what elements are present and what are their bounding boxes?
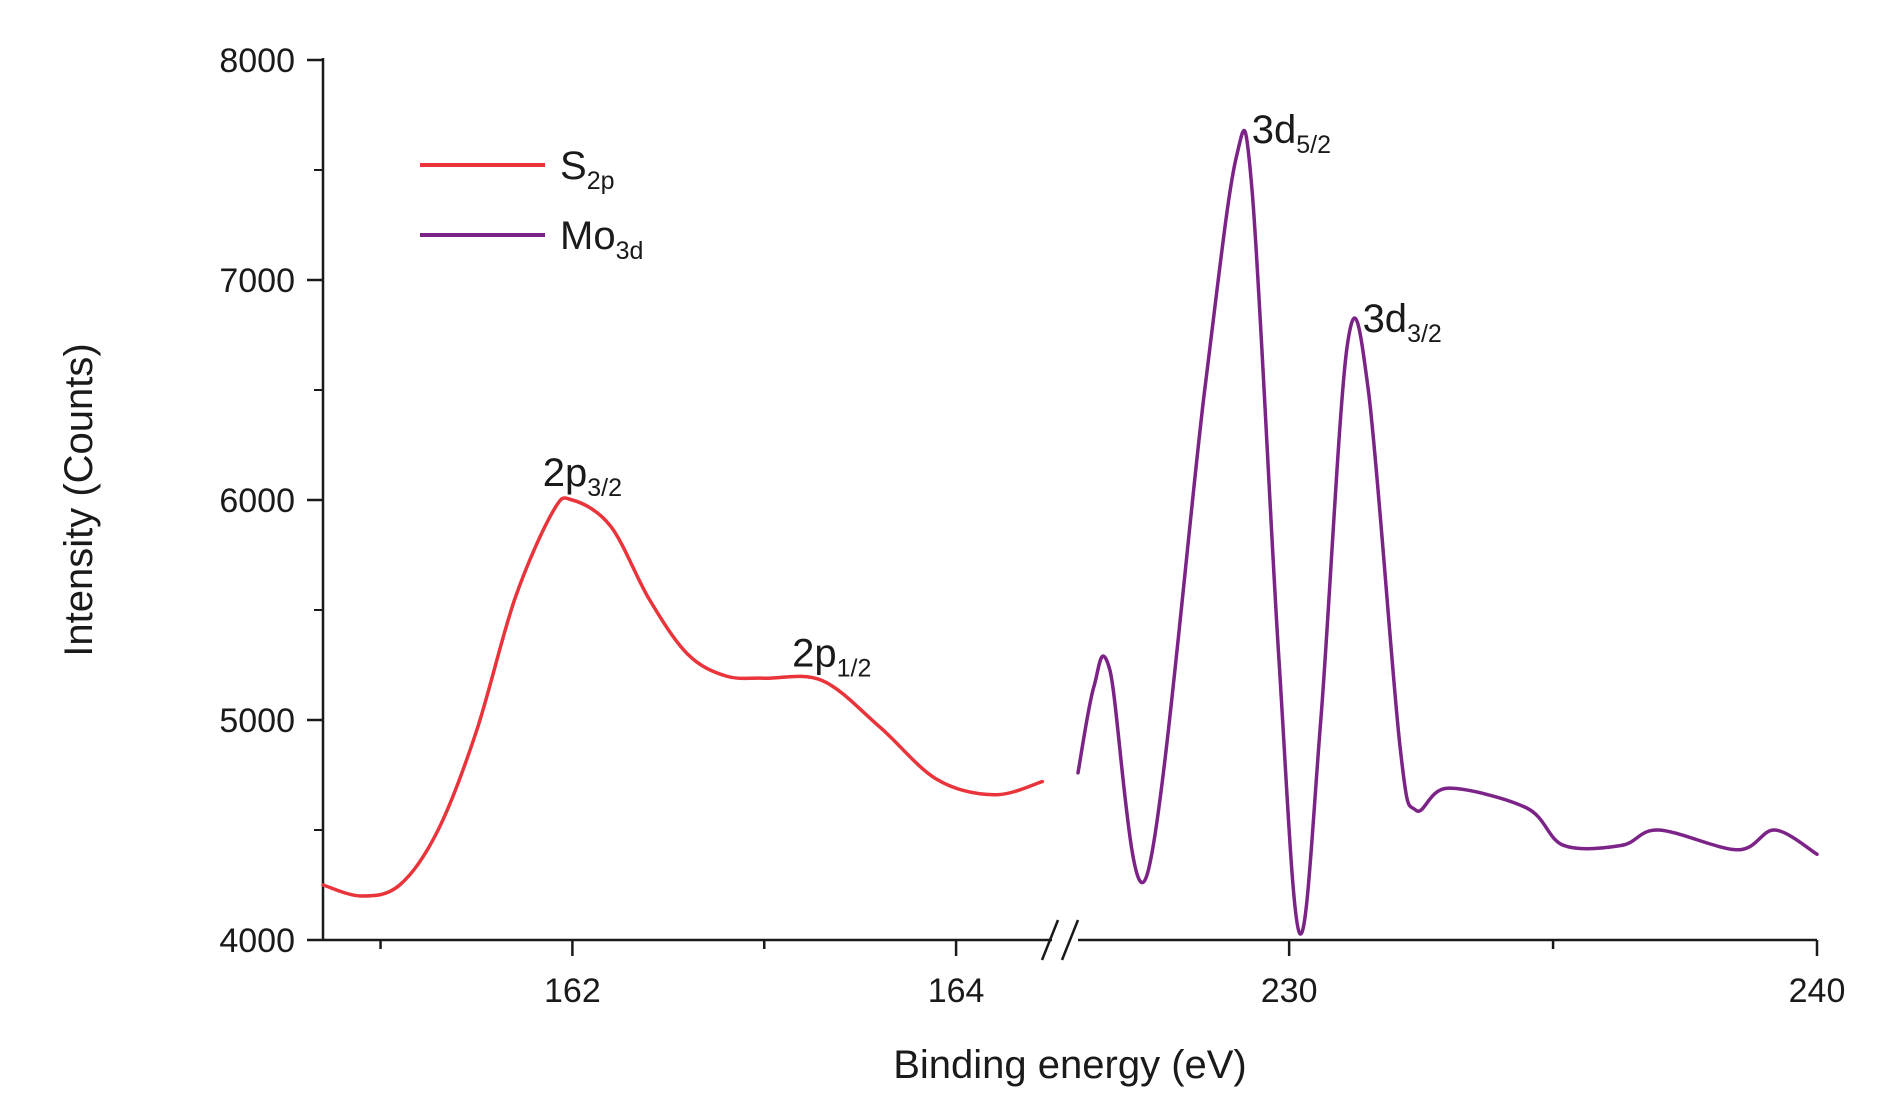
peak-label: 2p1/2 xyxy=(792,631,871,682)
peak-label: 2p3/2 xyxy=(543,451,622,502)
x-tick-label: 240 xyxy=(1789,972,1846,1010)
y-tick-label: 6000 xyxy=(219,482,295,520)
x-axis-title: Binding energy (eV) xyxy=(893,1043,1247,1087)
y-axis-title: Intensity (Counts) xyxy=(57,343,101,656)
axis-break-mark xyxy=(1040,919,1060,961)
axis-break-mark xyxy=(1060,919,1080,961)
legend-label: S2p xyxy=(560,144,615,195)
axes-group xyxy=(321,58,1817,961)
legend: S2p Mo3d xyxy=(420,144,643,265)
ticks-group: 4000 5000 6000 7000 8000 162 164 230 240 xyxy=(219,42,1845,1010)
x-tick-label: 164 xyxy=(928,972,985,1010)
peak-label: 3d5/2 xyxy=(1252,108,1331,159)
series-group xyxy=(321,129,1819,936)
y-tick-label: 8000 xyxy=(219,42,295,80)
y-tick-label: 5000 xyxy=(219,702,295,740)
y-tick-label: 7000 xyxy=(219,262,295,300)
legend-label: Mo3d xyxy=(560,214,643,265)
series-line-s xyxy=(321,496,1045,898)
y-tick-label: 4000 xyxy=(219,922,295,960)
series-line-mo xyxy=(1076,129,1819,936)
peak-label: 3d3/2 xyxy=(1363,297,1442,348)
peak-annotations: 2p3/2 2p1/2 3d5/2 3d3/2 xyxy=(543,108,1442,683)
x-tick-label: 162 xyxy=(544,972,601,1010)
x-tick-label: 230 xyxy=(1261,972,1318,1010)
